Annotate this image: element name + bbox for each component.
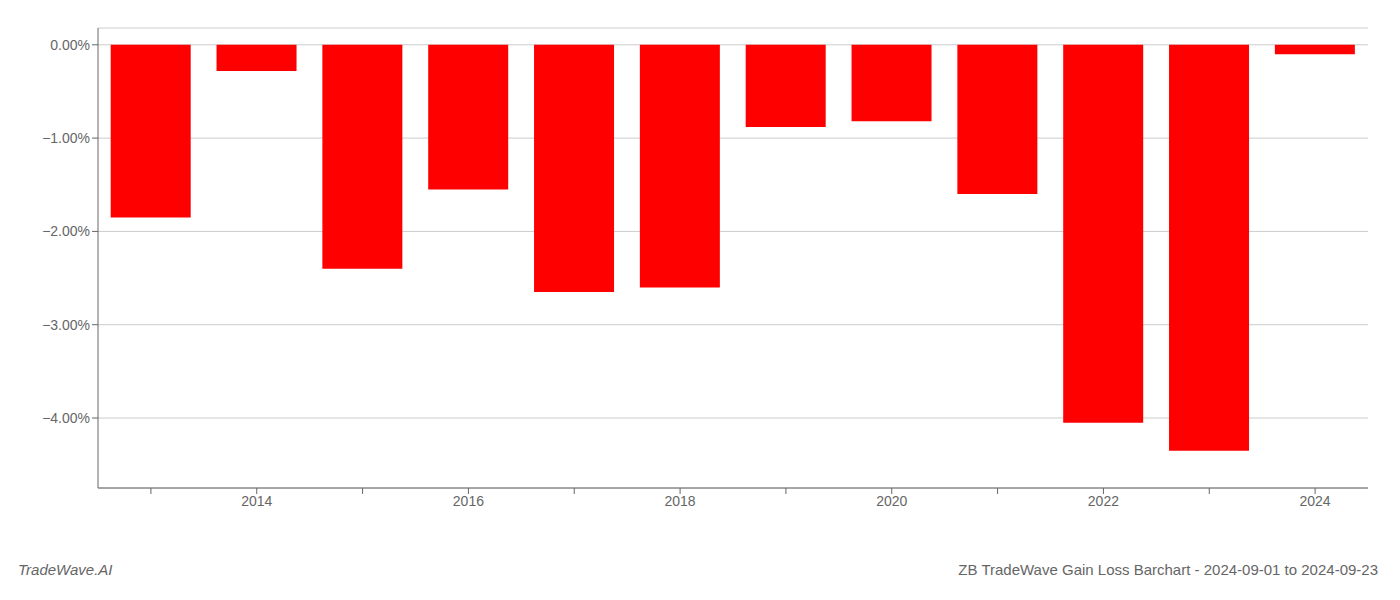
svg-text:−1.00%: −1.00% [42, 130, 90, 146]
svg-text:0.00%: 0.00% [50, 37, 90, 53]
html-text:TradeWave.AI: TradeWave.AI [18, 561, 113, 578]
html-text:ZB TradeWave Gain Loss Barchar: ZB TradeWave Gain Loss Barchart - 2024-0… [958, 561, 1378, 578]
svg-text:2014: 2014 [241, 493, 272, 509]
svg-text:2024: 2024 [1300, 493, 1331, 509]
svg-text:−3.00%: −3.00% [42, 317, 90, 333]
svg-text:−2.00%: −2.00% [42, 223, 90, 239]
svg-text:2020: 2020 [876, 493, 907, 509]
svg-text:2018: 2018 [665, 493, 696, 509]
svg-text:−4.00%: −4.00% [42, 410, 90, 426]
svg-text:2016: 2016 [453, 493, 484, 509]
svg-text:2022: 2022 [1088, 493, 1119, 509]
